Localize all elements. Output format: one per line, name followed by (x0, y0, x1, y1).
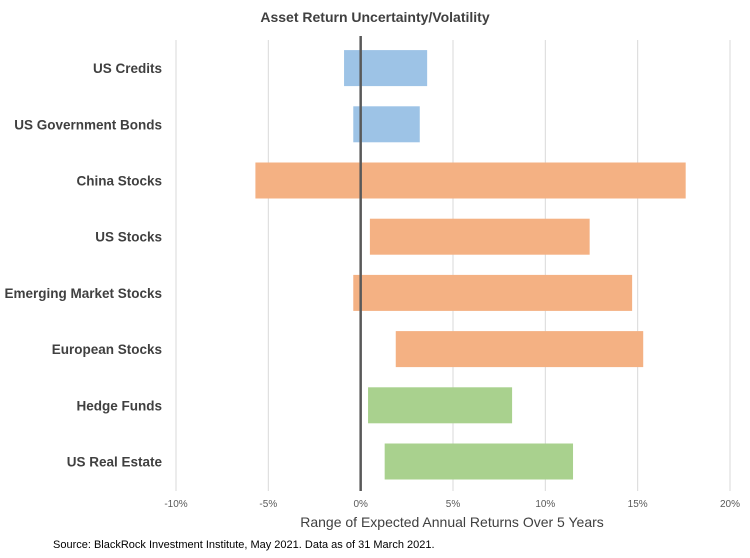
range-bar (344, 50, 428, 87)
category-label: China Stocks (76, 174, 162, 189)
range-bar (353, 274, 633, 311)
category-label: Emerging Market Stocks (4, 286, 162, 301)
range-bar (384, 443, 574, 480)
category-label: US Government Bonds (14, 117, 162, 132)
x-tick-label: 15% (628, 499, 648, 510)
x-tick-labels: -10% -5% 0% 5% 10% 15% 20% (164, 499, 740, 510)
range-bar (369, 218, 590, 255)
range-bar (255, 162, 686, 199)
category-label: US Stocks (95, 230, 162, 245)
source-note: Source: BlackRock Investment Institute, … (53, 539, 435, 551)
x-tick-label: 0% (353, 499, 368, 510)
range-bar (395, 331, 644, 368)
category-label: Hedge Funds (76, 398, 162, 413)
x-tick-label: 20% (720, 499, 740, 510)
category-label: US Real Estate (67, 455, 163, 470)
range-bar (368, 387, 513, 424)
category-label: European Stocks (52, 342, 162, 357)
gridlines (175, 40, 731, 491)
range-bar (353, 106, 420, 143)
chart-title: Asset Return Uncertainty/Volatility (260, 9, 489, 25)
x-tick-label: -5% (259, 499, 277, 510)
x-axis-title: Range of Expected Annual Returns Over 5 … (300, 514, 604, 530)
category-labels: US Credits US Government Bonds China Stock… (4, 61, 162, 469)
x-tick-label: 10% (535, 499, 555, 510)
x-tick-label: 5% (446, 499, 461, 510)
range-bars (255, 50, 686, 480)
category-label: US Credits (93, 61, 162, 76)
x-tick-label: -10% (164, 499, 187, 510)
